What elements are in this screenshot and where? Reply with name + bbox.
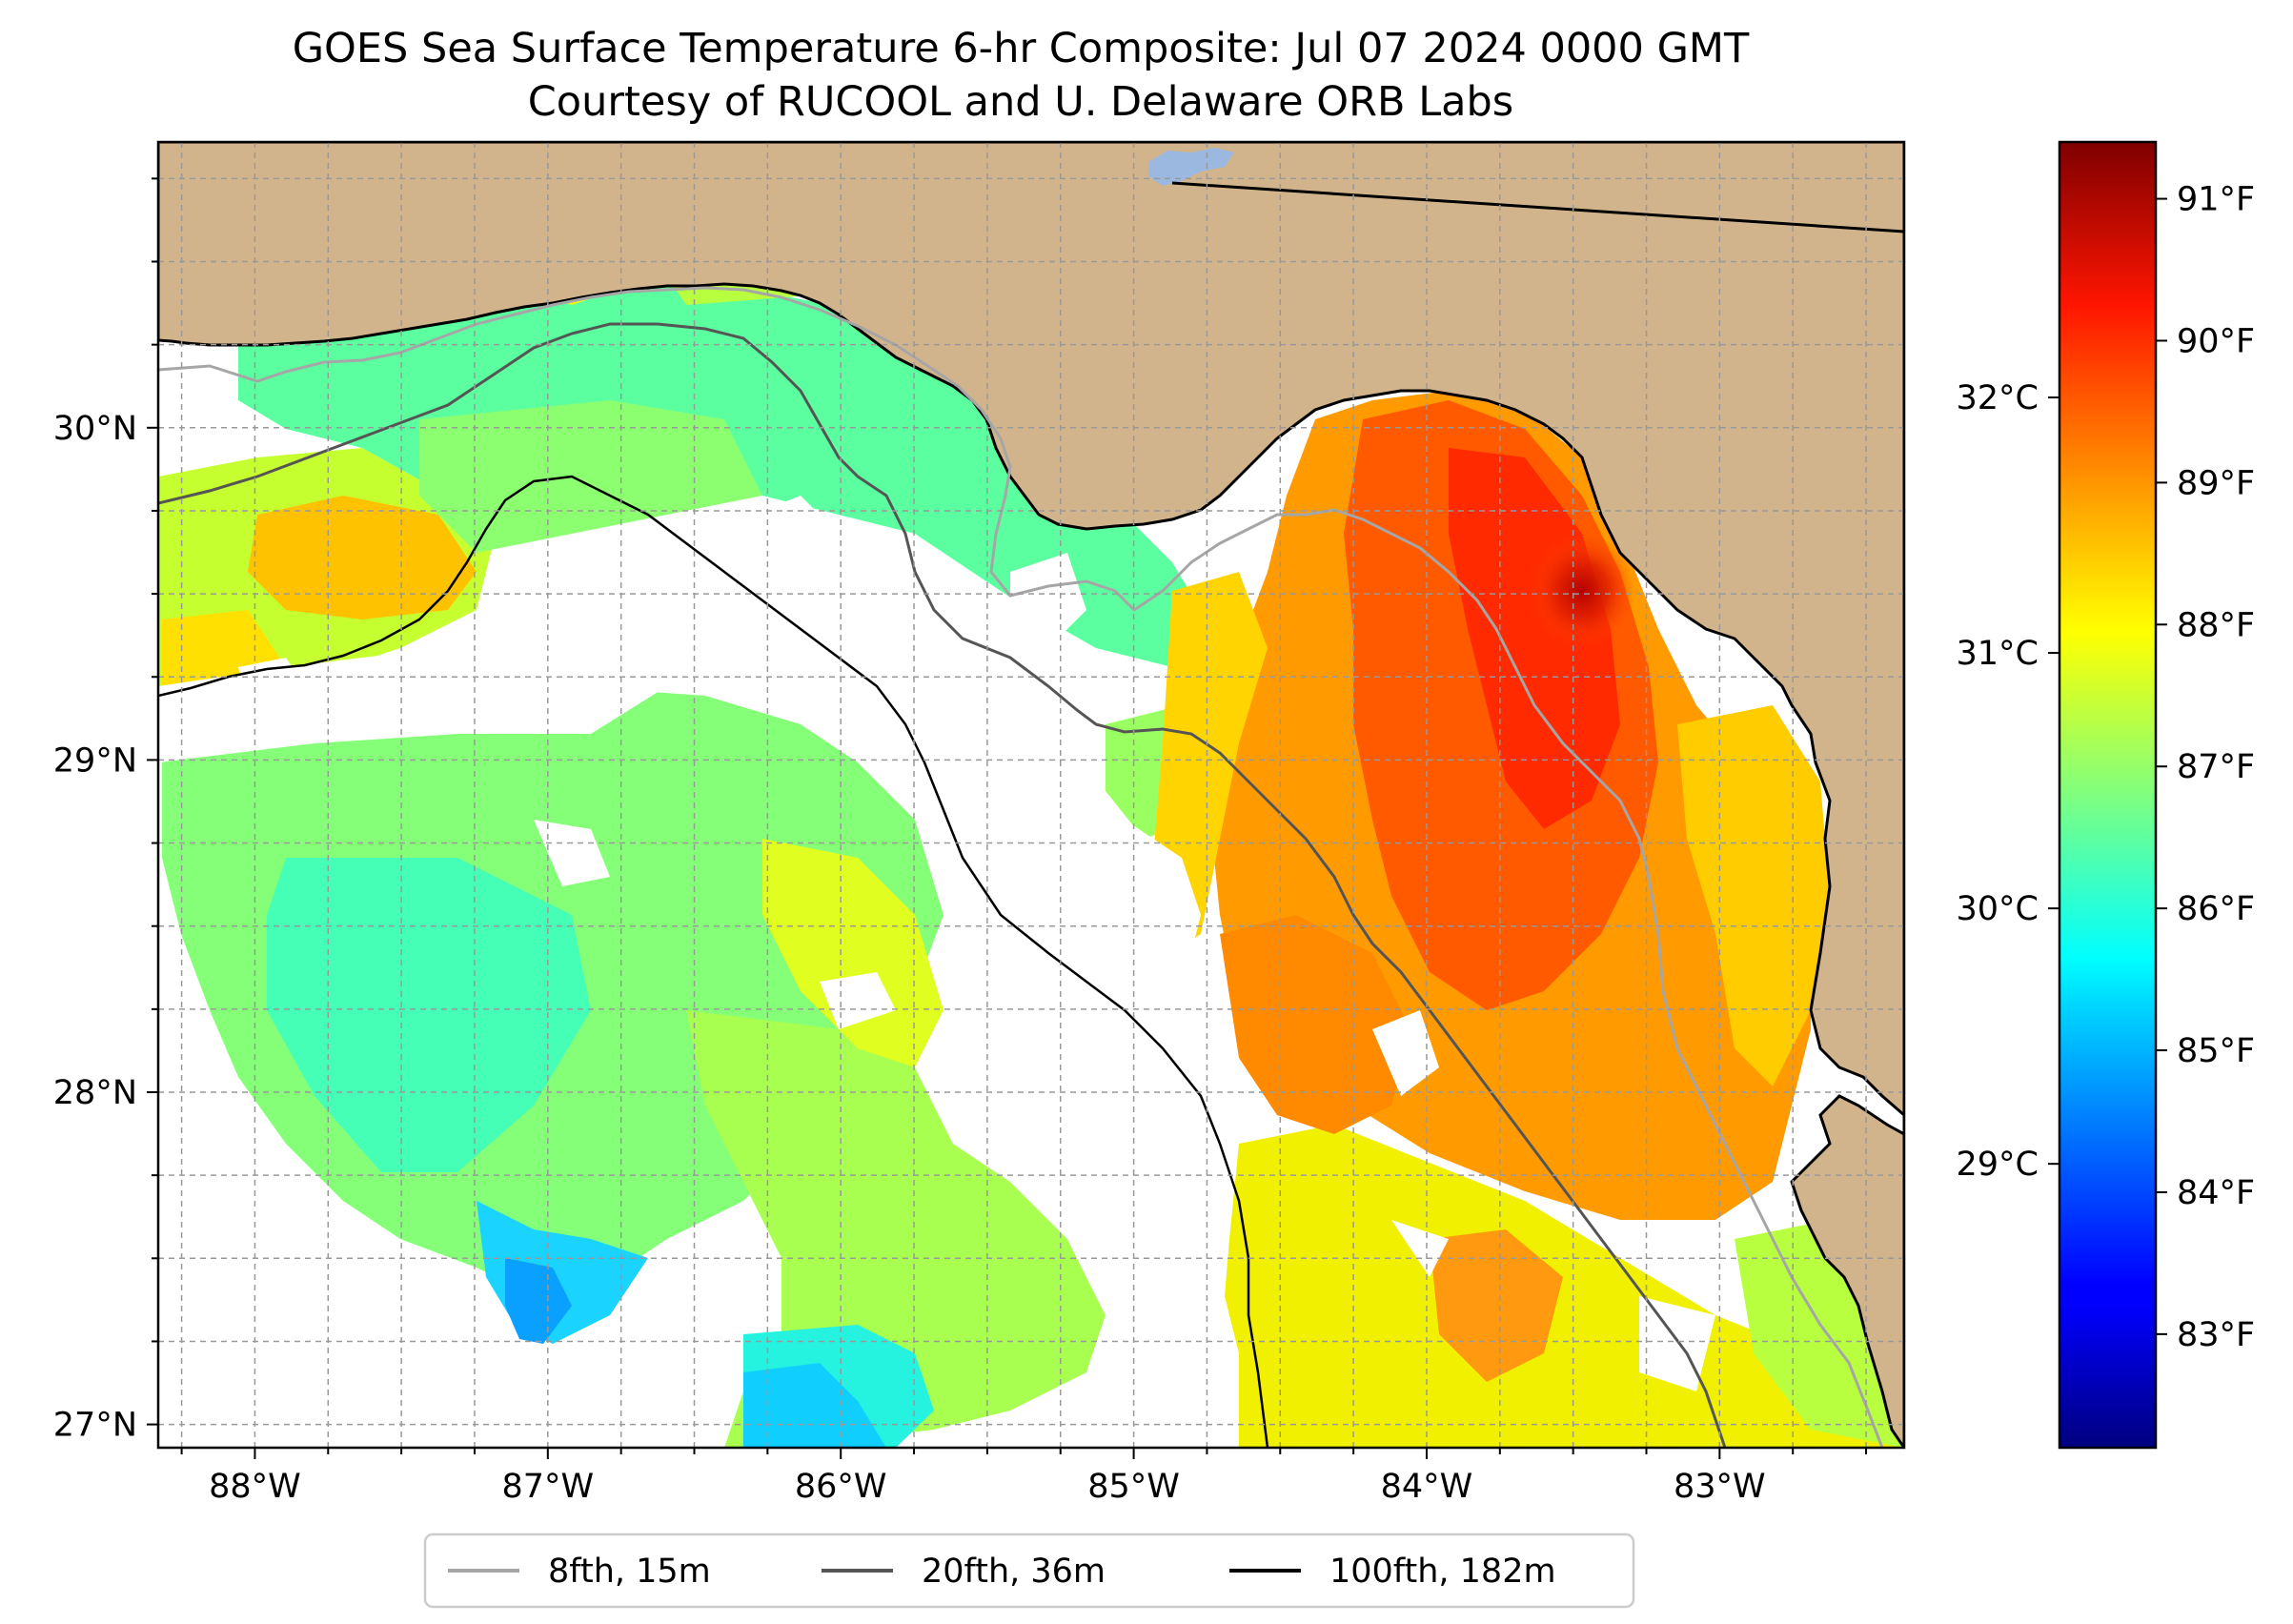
gap-6 <box>1372 1010 1439 1096</box>
colorbar-f-label: 91°F <box>2177 181 2255 219</box>
latitude-axis: 27°N 28°N 29°N 30°N <box>53 177 158 1445</box>
legend-label-20fth: 20fth, 36m <box>922 1553 1106 1591</box>
gap-3 <box>753 496 839 553</box>
map-panel <box>158 142 1904 1448</box>
legend-label-100fth: 100fth, 182m <box>1329 1553 1556 1591</box>
sst-south-bottom-blue <box>743 1363 886 1448</box>
colorbar-fahrenheit-ticks: 83°F 84°F 85°F 86°F 87°F 88°F 89°F 90°F 91°F <box>2156 181 2255 1354</box>
sst-south-orange-2 <box>1430 1229 1563 1382</box>
lon-tick-label: 86°W <box>795 1468 887 1506</box>
state-boundary <box>1171 181 1904 233</box>
legend-frame <box>423 1533 1635 1609</box>
sst-west-warm <box>248 496 477 619</box>
lon-tick-label: 87°W <box>501 1468 594 1506</box>
gap-5 <box>1010 553 1086 648</box>
lon-tick-label: 84°W <box>1381 1468 1473 1506</box>
map-frame <box>156 140 1906 1450</box>
colorbar-c-label: 29°C <box>1957 1146 2039 1184</box>
colorbar-f-label: 83°F <box>2177 1316 2255 1354</box>
sst-mid-green <box>419 400 762 553</box>
colorbar-c-label: 31°C <box>1957 635 2039 673</box>
isobath-8fth <box>158 286 1884 1448</box>
longitude-axis: 88°W 87°W 86°W 85°W 84°W 83°W <box>180 1448 1868 1506</box>
map-gridlines <box>158 142 1904 1448</box>
colorbar-c-label: 30°C <box>1957 890 2039 928</box>
isobath-100fth <box>158 475 1269 1448</box>
colorbar-f-label: 84°F <box>2177 1174 2255 1212</box>
colorbar-celsius-ticks: 29°C 30°C 31°C 32°C <box>1957 379 2060 1184</box>
lat-tick-label: 29°N <box>53 741 137 780</box>
land-area <box>158 142 1904 1448</box>
isobath-legend: 8fth, 15m 20fth, 36m 100fth, 182m <box>423 1533 1635 1609</box>
legend-label-8fth: 8fth, 15m <box>548 1553 711 1591</box>
sst-wfs-south <box>1220 1125 1904 1448</box>
lon-tick-label: 83°W <box>1674 1468 1766 1506</box>
sst-bigbend-east-yellow <box>1677 705 1830 1086</box>
colorbar-gradient <box>2058 140 2158 1450</box>
lake <box>1148 148 1234 186</box>
colorbar-f-label: 88°F <box>2177 606 2255 644</box>
gap-7 <box>534 820 610 886</box>
gap-1 <box>610 534 1067 858</box>
gap-4 <box>915 820 1239 1448</box>
colorbar-f-label: 87°F <box>2177 748 2255 786</box>
colorbar-f-label: 90°F <box>2177 322 2255 360</box>
lat-tick-label: 28°N <box>53 1074 137 1112</box>
colorbar-f-label: 89°F <box>2177 464 2255 502</box>
gap-10 <box>1391 1220 1449 1277</box>
sst-mid-yellow <box>762 839 944 1067</box>
lat-tick-label: 27°N <box>53 1407 137 1445</box>
sst-southwest-orange <box>1220 915 1410 1134</box>
gap-9 <box>1639 1296 1715 1391</box>
gap-8 <box>820 972 896 1029</box>
sst-south-cool-core <box>505 1258 572 1344</box>
colorbar-f-label: 85°F <box>2177 1032 2255 1070</box>
title-line-2: Courtesy of RUCOOL and U. Delaware ORB L… <box>528 78 1513 126</box>
sst-southwest-teal <box>267 858 591 1172</box>
lat-tick-label: 30°N <box>53 410 137 448</box>
isobath-20fth <box>158 322 1727 1448</box>
title-line-1: GOES Sea Surface Temperature 6-hr Compos… <box>293 25 1750 72</box>
sst-maximum <box>1530 534 1634 648</box>
lon-tick-label: 88°W <box>209 1468 301 1506</box>
lon-tick-label: 85°W <box>1087 1468 1180 1506</box>
colorbar: 83°F 84°F 85°F 86°F 87°F 88°F 89°F 90°F 91°F 29°… <box>1957 140 2255 1450</box>
colorbar-c-label: 32°C <box>1957 379 2039 417</box>
colorbar-f-label: 86°F <box>2177 890 2255 928</box>
